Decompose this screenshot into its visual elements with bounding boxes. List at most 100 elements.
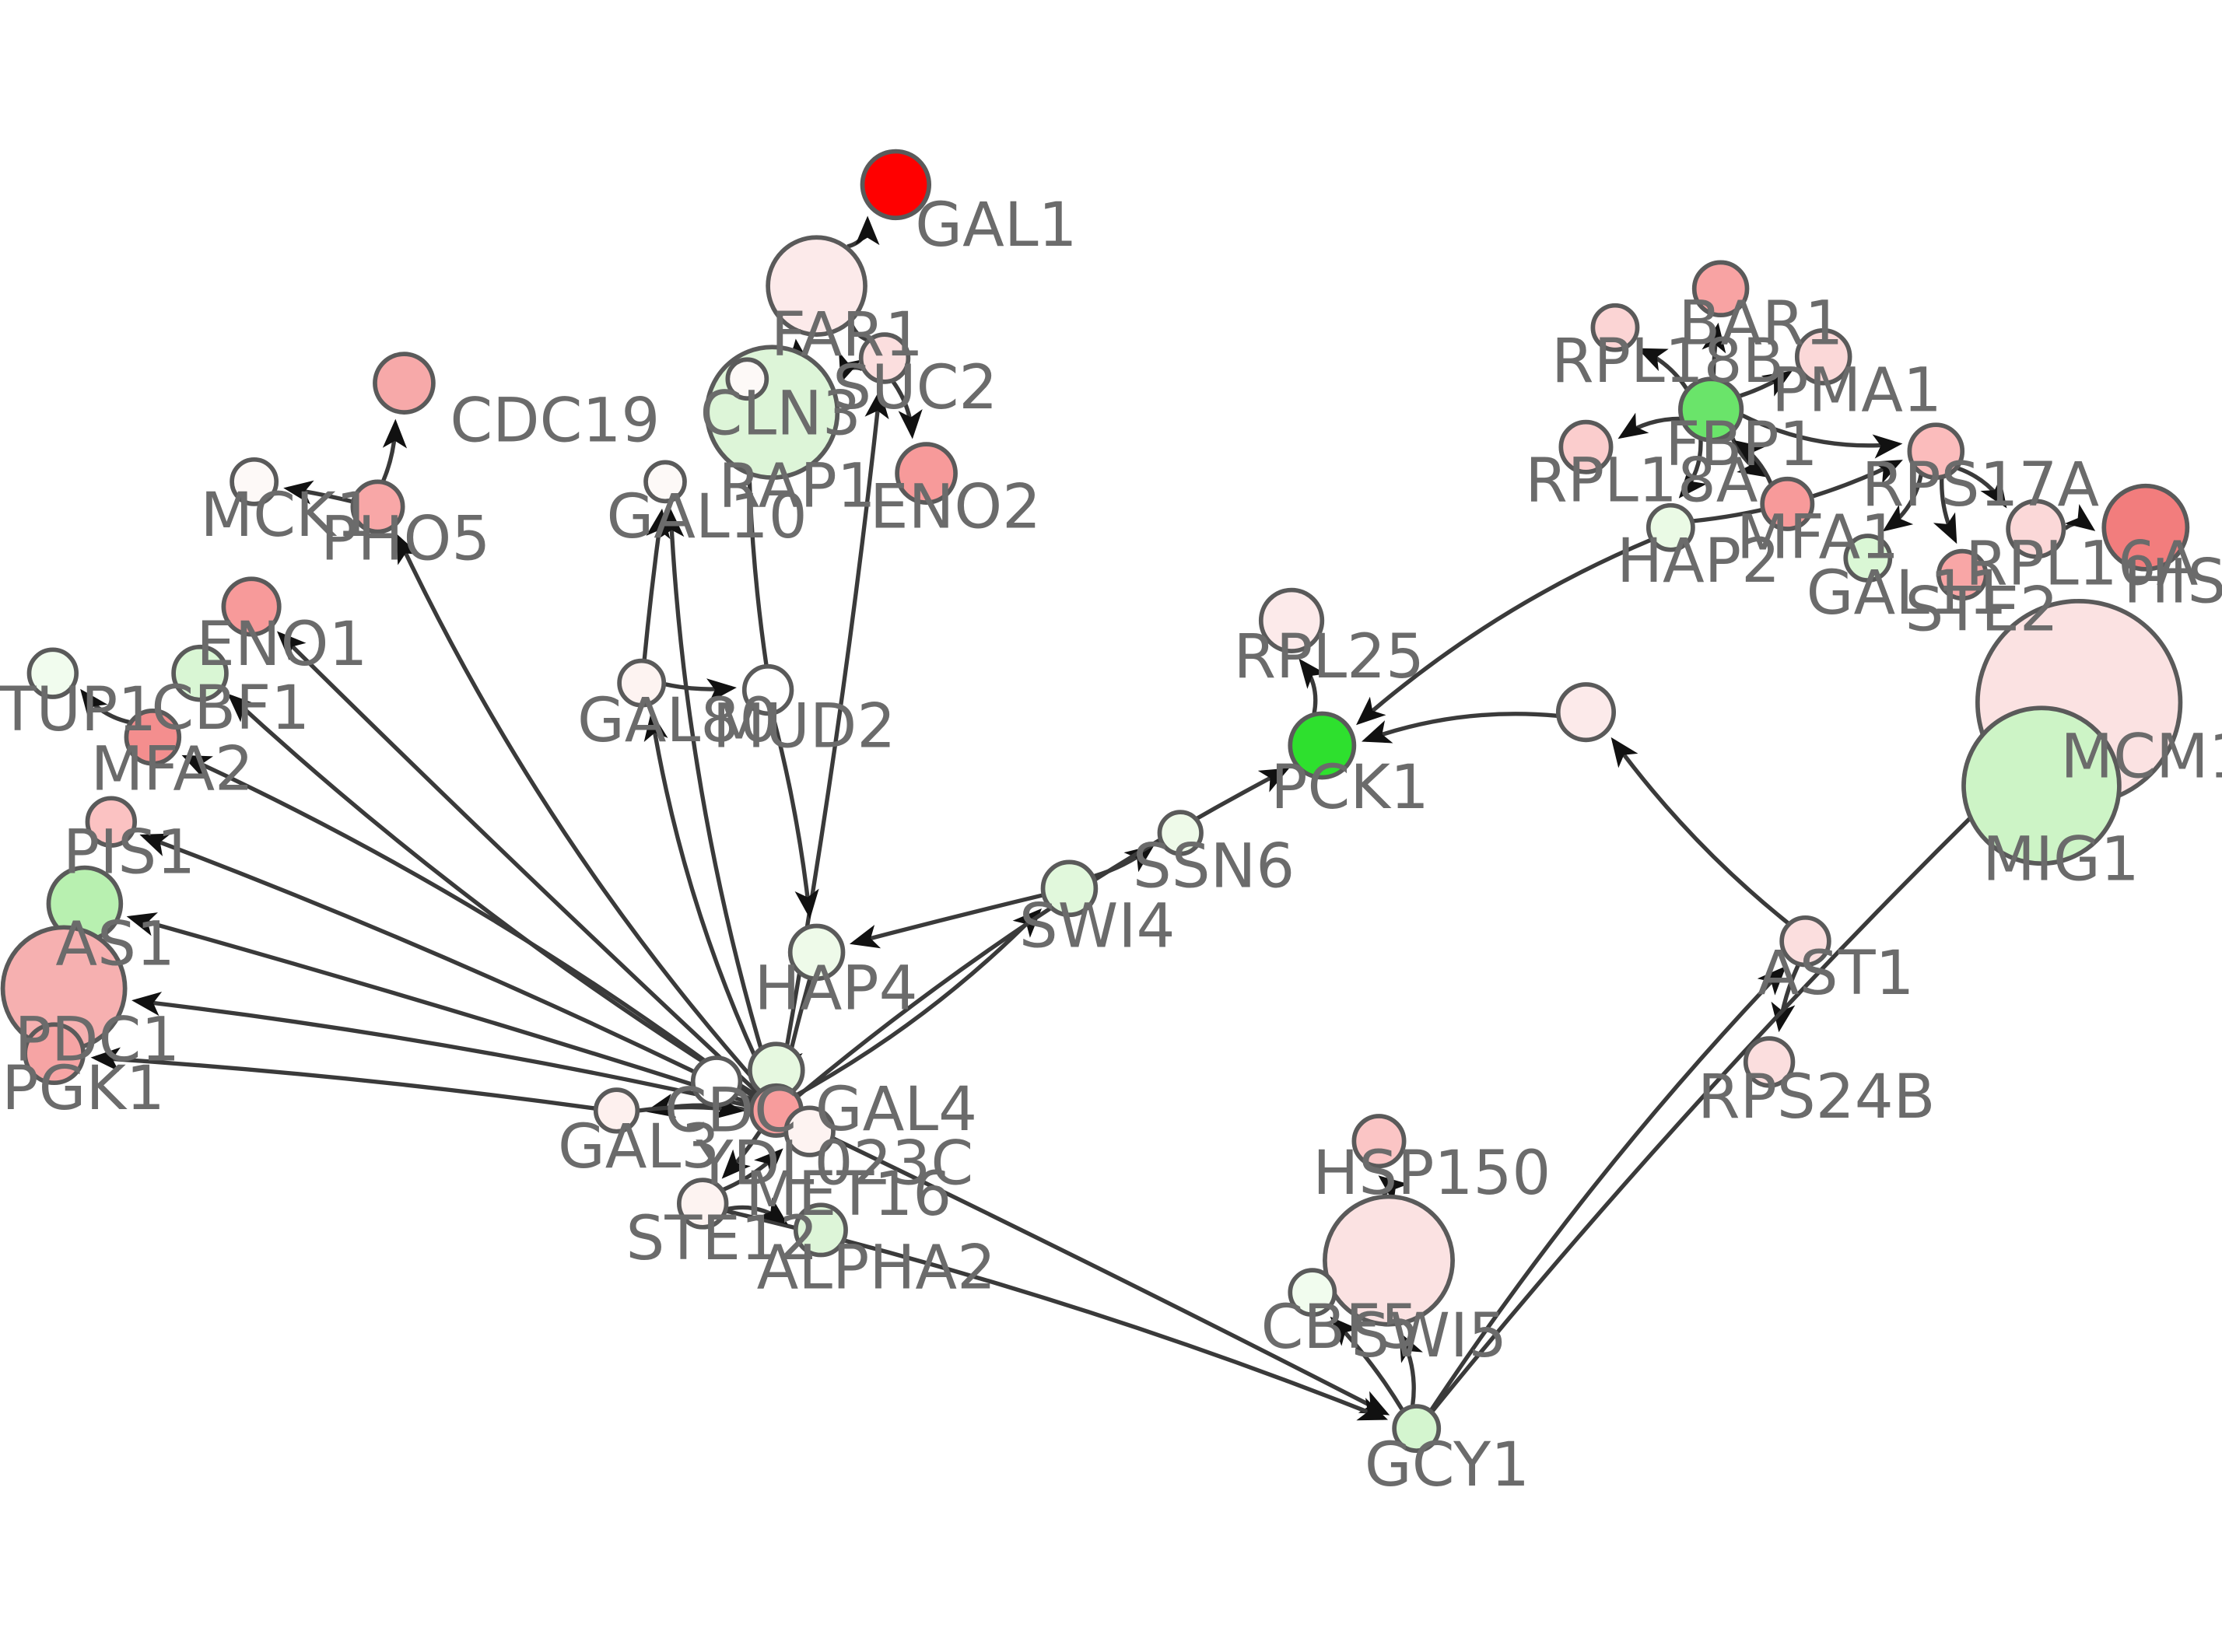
edge-suc2-to-eno2 <box>891 380 923 439</box>
node-cdc39[interactable] <box>690 1055 743 1108</box>
node-pck1[interactable] <box>1288 711 1357 780</box>
node-label-rpl25: RPL25 <box>1233 621 1425 692</box>
node-gal1[interactable] <box>860 149 932 221</box>
node-label-mck1: MCK1 <box>200 479 374 551</box>
node-label-pgk1: PGK1 <box>2 1052 165 1124</box>
node-eno2[interactable] <box>895 442 958 505</box>
edge-fbp1-to-hap2 <box>1678 439 1707 499</box>
node-bar1[interactable] <box>1691 260 1750 318</box>
node-label-cdc19: CDC19 <box>450 385 660 457</box>
node-label-gal4: GAL4 <box>815 1073 977 1145</box>
node-rpl18b[interactable] <box>1590 303 1640 352</box>
node-label-eno1: ENO1 <box>196 608 367 680</box>
node-mig1[interactable] <box>1961 705 2122 866</box>
edge-nodex1-to-pck1 <box>1362 712 1558 744</box>
node-mck1[interactable] <box>230 457 279 506</box>
node-pgk1[interactable] <box>23 1022 86 1086</box>
node-label-met16: MET16 <box>745 1158 952 1230</box>
edge-fbp1-to-bar1 <box>1702 322 1726 378</box>
edge-gcy1-to-mcm1 <box>1431 782 2006 1412</box>
node-ssn6[interactable] <box>1157 810 1204 856</box>
edge-gal4-to-cbf1 <box>227 693 757 1097</box>
node-mfa1[interactable] <box>1760 476 1815 531</box>
edge-gal4-to-mfa2 <box>181 754 755 1099</box>
node-ast1[interactable] <box>1779 915 1831 968</box>
node-pma1[interactable] <box>1794 327 1852 386</box>
node-label-gal3: GAL3 <box>558 1111 720 1182</box>
node-alpha2[interactable] <box>793 1202 848 1258</box>
node-gcy1[interactable] <box>1392 1404 1442 1454</box>
edge-ast1-to-rps24b <box>1771 964 1800 1033</box>
edge-gal80-to-gal10 <box>642 508 671 660</box>
edge-mfa2-to-tup1 <box>80 688 130 725</box>
edge-hap2-to-pck1 <box>1355 537 1652 726</box>
node-cdc19[interactable] <box>373 352 436 415</box>
node-label-cln3: CLN3 <box>700 378 861 450</box>
node-rpl16a[interactable] <box>2006 499 2066 559</box>
node-nodex1[interactable] <box>1555 682 1617 743</box>
edge-gal4-to-pis1 <box>139 833 753 1102</box>
node-suc2[interactable] <box>858 332 911 384</box>
node-gal80[interactable] <box>617 658 667 708</box>
node-hap2[interactable] <box>1645 502 1695 552</box>
node-label-swi5: SWI5 <box>1351 1300 1507 1371</box>
edge-gcy1-to-ast1 <box>1429 965 1786 1412</box>
node-ste2[interactable] <box>1936 548 1989 601</box>
node-his4[interactable] <box>2101 483 2190 572</box>
node-label-mig1: MIG1 <box>1982 824 2140 895</box>
node-rap1[interactable] <box>725 357 769 401</box>
node-hap4[interactable] <box>787 923 846 982</box>
node-label-swi4: SWI4 <box>1019 890 1176 961</box>
edge-gal4-to-gcy1 <box>799 1120 1390 1416</box>
edge-mud2-to-hap4 <box>770 713 819 919</box>
edge-gal4-to-pck1 <box>797 768 1290 1098</box>
node-label-gal10: GAL10 <box>606 481 807 552</box>
node-layer <box>0 149 2190 1454</box>
node-rps24b[interactable] <box>1743 1036 1796 1088</box>
node-gal11[interactable] <box>1843 534 1893 583</box>
node-far1[interactable] <box>766 235 867 338</box>
edge-gal4-to-eno1 <box>276 631 759 1094</box>
node-rpl18a[interactable] <box>1558 419 1614 474</box>
node-label-gal1: GAL1 <box>915 189 1077 261</box>
node-pho5[interactable] <box>350 479 405 534</box>
node-pis1[interactable] <box>85 796 138 848</box>
node-label-eno2: ENO2 <box>870 471 1041 542</box>
node-label-has1: AS1 <box>55 908 175 980</box>
node-label-pck1: PCK1 <box>1270 751 1429 823</box>
node-cbf1[interactable] <box>171 644 229 702</box>
node-ydl023c[interactable] <box>783 1105 836 1157</box>
edge-gcy1-to-cbf5 <box>1330 1316 1404 1411</box>
node-tup1[interactable] <box>26 647 79 699</box>
node-label-hap4: HAP4 <box>755 953 918 1024</box>
node-label-fbp1: FBP1 <box>1665 408 1817 480</box>
edge-fbp1-to-rps17a <box>1741 413 1903 459</box>
edge-pho5-to-cdc19 <box>381 418 408 482</box>
node-rps17a[interactable] <box>1907 422 1965 480</box>
node-label-pma1: PMA1 <box>1772 354 1942 425</box>
node-eno1[interactable] <box>221 576 282 637</box>
node-hsp150[interactable] <box>1351 1114 1407 1169</box>
node-mfa2[interactable] <box>124 708 182 766</box>
node-ste12[interactable] <box>677 1178 729 1230</box>
edge-ast1-to-nodex1 <box>1610 737 1790 926</box>
node-label-gcy1: GCY1 <box>1365 1429 1530 1500</box>
edge-gal3-to-pgk1 <box>90 1047 595 1111</box>
edge-gal4-to-suc2 <box>777 389 889 1085</box>
node-cbf5[interactable] <box>1288 1268 1337 1318</box>
node-label-mfa2: MFA2 <box>91 733 254 805</box>
node-swi4[interactable] <box>1040 859 1099 918</box>
edge-gal4-to-pho5 <box>396 533 764 1090</box>
node-swi5[interactable] <box>1323 1194 1455 1327</box>
node-gal3[interactable] <box>593 1087 640 1134</box>
node-fbp1[interactable] <box>1677 376 1744 443</box>
node-mud2[interactable] <box>741 663 794 716</box>
node-label-rap1: RAP1 <box>718 450 875 522</box>
edge-fbp1-to-rpl18a <box>1617 412 1681 439</box>
node-label-his4: HIS4 <box>2123 546 2222 618</box>
edge-gal4-to-swi4 <box>796 908 1043 1097</box>
node-rpl25[interactable] <box>1258 587 1325 653</box>
node-gal10[interactable] <box>643 460 687 504</box>
